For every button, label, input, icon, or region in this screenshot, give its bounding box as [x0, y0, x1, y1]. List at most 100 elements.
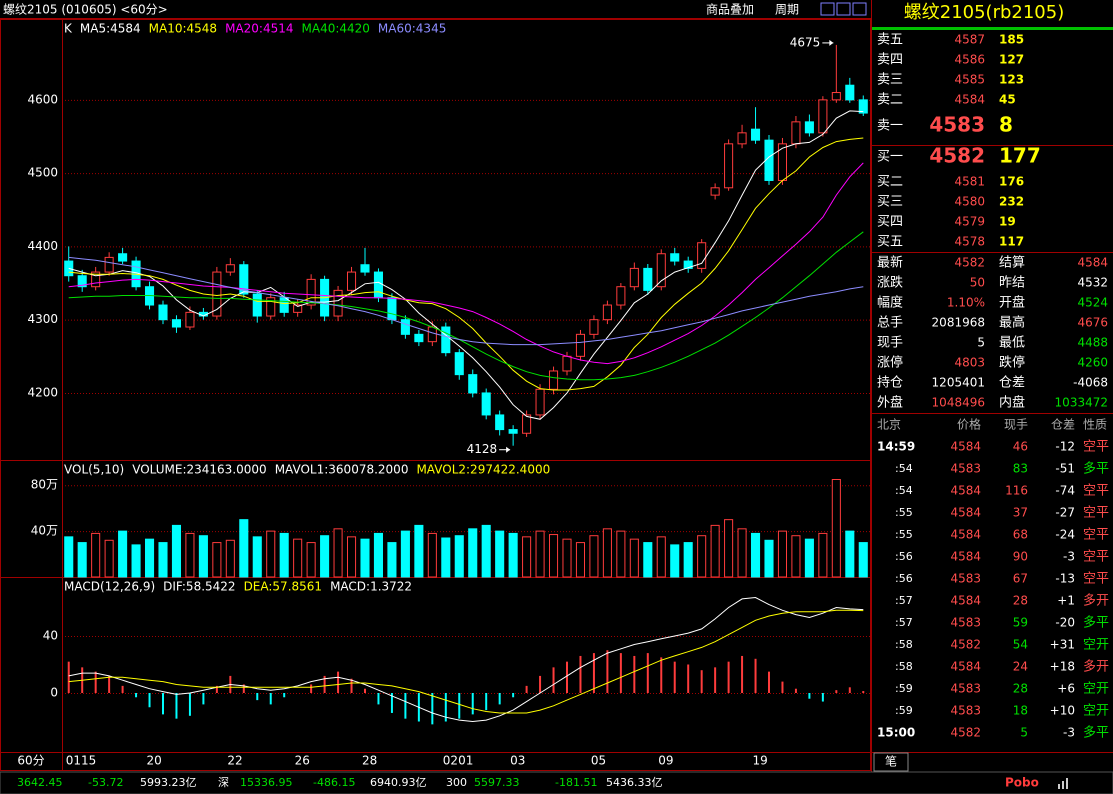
stat-value: -4068 [1073, 376, 1108, 390]
stat-label: 仓差 [999, 376, 1025, 391]
line [68, 256, 864, 346]
book-price: 4585 [954, 73, 985, 87]
trade-change: -74 [1055, 484, 1075, 498]
trade-volume: 28 [1013, 682, 1028, 696]
trade-price: 4584 [950, 528, 981, 542]
candle-body [454, 352, 464, 376]
y-tick-label: 4500 [27, 166, 58, 180]
x-tick-label: 22 [227, 754, 242, 768]
icon-max[interactable] [852, 2, 867, 16]
candle-body [441, 326, 451, 354]
stat-value: 1.10% [947, 296, 985, 310]
status-item: 深 [218, 776, 229, 789]
volume-bar [239, 519, 249, 578]
book-volume: 185 [999, 33, 1024, 47]
volume-bar [737, 528, 747, 578]
period-button[interactable]: 周期 [775, 3, 799, 17]
volume-bar [616, 530, 626, 578]
stat-label: 结算 [999, 256, 1025, 271]
stat-label: 涨停 [877, 355, 903, 371]
candle-body [791, 121, 801, 145]
trade-time: :58 [895, 638, 913, 651]
candle-body [710, 187, 720, 196]
annotation: 4128 [467, 442, 498, 456]
volume-bar [400, 530, 410, 578]
volume-bar [697, 535, 707, 578]
annotation: 4675 [790, 35, 821, 49]
candle-body [697, 242, 707, 269]
y-tick-label: 4200 [27, 385, 58, 399]
trades-header: 价格 [957, 417, 981, 432]
trade-kind: 空开 [1083, 638, 1109, 653]
book-volume: 177 [999, 144, 1041, 168]
legend-label: MA60:4345 [378, 22, 446, 36]
trade-time: :56 [895, 572, 913, 585]
stat-value: 4582 [954, 256, 985, 270]
volume-bar [185, 532, 195, 578]
candle-body [77, 275, 87, 288]
trade-price: 4584 [950, 484, 981, 498]
candle-body [91, 271, 101, 288]
legend-label: MA5:4584 [80, 22, 141, 36]
volume-bar [77, 542, 87, 578]
stat-label: 昨结 [999, 276, 1025, 291]
status-item: -486.15 [313, 776, 355, 789]
tab-label[interactable]: 笔 [885, 754, 897, 769]
trade-change: +6 [1057, 682, 1075, 696]
line [68, 231, 864, 381]
candle-body [777, 143, 788, 181]
volume-bar [818, 532, 828, 578]
overlay-button[interactable]: 商品叠加 [706, 2, 754, 17]
annotation-arrowhead [829, 39, 834, 46]
candle-body [118, 253, 128, 262]
stat-value: 5 [977, 336, 985, 350]
candle-body [616, 286, 626, 306]
trade-volume: 116 [1005, 484, 1028, 498]
trade-change: +31 [1050, 638, 1075, 652]
line [68, 137, 864, 391]
quote-title: 螺纹2105(rb2105) [904, 2, 1065, 23]
candle-body [427, 326, 437, 343]
book-label: 买三 [877, 195, 903, 210]
volume-bar [144, 538, 155, 578]
title-bar-line [872, 27, 1113, 30]
trade-kind: 空平 [1083, 550, 1109, 565]
volume-bar [777, 530, 788, 578]
candle-body [724, 143, 734, 189]
trade-volume: 24 [1013, 660, 1028, 674]
legend-label: DIF:58.5422 [163, 580, 235, 594]
book-label: 买一 [877, 150, 903, 165]
legend-label: DEA:57.8561 [244, 580, 323, 594]
stat-value: 4532 [1077, 276, 1108, 290]
book-price: 4580 [954, 195, 985, 209]
book-volume: 8 [999, 113, 1013, 137]
trade-price: 4583 [950, 682, 981, 696]
status-item: 5597.33 [474, 776, 520, 789]
status-item: -53.72 [88, 776, 123, 789]
book-volume: 45 [999, 93, 1016, 107]
annotation-arrowhead [506, 446, 511, 453]
candle-body [575, 333, 586, 357]
volume-bar [522, 536, 532, 578]
trade-volume: 68 [1013, 528, 1028, 542]
candle-body [293, 304, 303, 313]
volume-bar [670, 544, 680, 578]
candle-body [818, 99, 828, 134]
trade-volume: 54 [1013, 638, 1028, 652]
trade-price: 4584 [950, 660, 981, 674]
trade-change: -3 [1063, 550, 1075, 564]
trades-header: 性质 [1083, 418, 1107, 432]
candle-body [373, 271, 384, 299]
book-price: 4578 [954, 235, 985, 249]
trade-kind: 空平 [1083, 528, 1109, 543]
candle-body [158, 304, 168, 321]
stat-value: 4584 [1077, 256, 1108, 270]
line [68, 609, 864, 714]
volume-bar [831, 479, 841, 578]
icon-prev[interactable] [820, 2, 835, 16]
volume-bar [320, 535, 330, 578]
volume-bar [468, 528, 478, 578]
tab[interactable] [873, 752, 909, 772]
icon-next[interactable] [836, 2, 851, 16]
volume-bar [212, 542, 222, 578]
